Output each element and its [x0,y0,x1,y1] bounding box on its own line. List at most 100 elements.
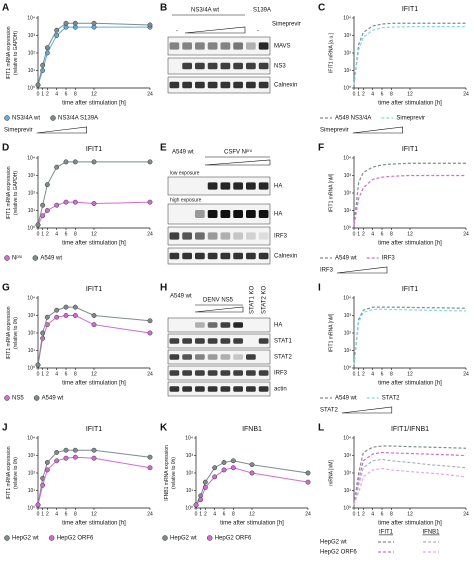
y-tick-label: 10⁰ [343,505,351,511]
band [220,81,231,89]
x-axis-label: time after stimulation [h] [62,101,126,107]
band [246,182,256,190]
blot-background [167,333,271,349]
band [207,322,218,328]
blot-row-label: IRF3 [274,371,288,377]
x-tick-label: 2 [362,231,365,237]
band [220,386,231,392]
data-point [230,465,236,471]
data-point [147,22,153,28]
data-point [147,159,153,165]
blot-background [167,349,271,365]
data-point [54,458,60,464]
band [195,386,205,392]
chart-panel: D IFIT1 IFIT1 mRNA expression (relative to … [2,143,153,262]
data-point [54,202,60,208]
blot-background [167,381,271,397]
series-line [37,22,151,86]
y-tick-label: 10⁴ [27,15,35,21]
y-tick-label: 10⁴ [27,435,35,441]
legend-label: Nᵖʳᵒ [12,255,23,262]
y-tick-label: 10² [28,190,36,196]
band [207,370,218,376]
band [195,42,205,50]
data-point [63,199,69,205]
y-tick-label: 10² [344,50,352,56]
data-point [202,479,208,485]
data-point [72,20,78,26]
data-point [212,474,218,480]
x-tick-label: 12 [407,91,413,97]
x-tick-label: 1 [357,371,360,377]
series-line [353,174,466,226]
y-tick-label: 10⁴ [27,155,35,161]
x-tick-label: 24 [463,511,469,517]
x-axis-label: time after stimulation [h] [220,521,284,527]
series-line [353,467,467,506]
x-tick-label: 8 [74,91,77,97]
band [220,182,231,190]
x-tick-label: 4 [371,511,374,517]
x-tick-label: 1 [41,91,44,97]
band [195,210,205,218]
y-tick-label: 10² [28,330,36,336]
y-tick-label: 10³ [28,33,36,39]
data-point [72,304,78,310]
data-point [44,208,50,213]
x-tick-label: 24 [147,231,153,237]
x-tick-label: 2 [362,371,365,377]
band [182,252,192,260]
y-tick-label: 10¹ [28,208,36,214]
legend-swatch [33,395,40,401]
y-tick-label: 10² [186,470,194,476]
band [220,62,231,70]
blot-group: S139A [253,8,271,14]
x-tick-label: 6 [65,511,68,517]
y-tick-label: 10⁰ [343,85,351,91]
blot-row-label: MAVS [274,44,291,50]
band [233,322,243,328]
chart-panel: A IFIT1 mRNA expression (relative to GAPDH… [2,3,153,134]
blot-row-label: STAT2 [274,355,292,361]
chart-panel: K IFNB1 IFNB1 mRNA expression (relative to … [160,423,311,542]
legend-label: A549 wt [40,256,62,262]
band [207,232,218,240]
band [258,252,269,260]
series-line [37,26,150,86]
x-tick-label: 6 [381,231,384,237]
band [182,62,192,70]
legend-label: HepG2 ORF6 [57,536,94,542]
band [207,386,218,392]
blot-group: STAT1 KO [250,286,256,314]
x-tick-label: 6 [65,371,68,377]
legend-label: A549 wt [42,396,64,402]
x-tick-label: 0 [37,91,40,97]
data-point [54,314,60,320]
panel-letter: B [160,3,167,14]
x-tick-label: 12 [91,371,97,377]
x-tick-label: 0 [353,231,356,237]
blot-strip [167,365,271,381]
legend-label: NS3/4A S139A [58,116,98,122]
band [207,81,218,89]
y-tick-label: 10⁰ [27,365,35,371]
x-tick-label: 1 [357,91,360,97]
legend-swatch [48,535,55,541]
band [246,370,256,376]
x-tick-label: 12 [91,231,97,237]
x-tick-label: 4 [55,231,58,237]
y-tick-label: 10⁰ [343,225,351,231]
band [182,386,192,392]
band [195,81,205,89]
x-axis-label: time after stimulation [h] [378,521,442,527]
chart-title: IFIT1/IFNB1 [391,426,429,433]
y-axis-label: IFIT1 mRNA expression [6,306,12,359]
y-tick-label: 10³ [344,453,352,459]
band [195,370,205,376]
x-tick-label: 4 [371,371,374,377]
band [258,42,269,50]
x-tick-label: 2 [46,231,49,237]
blot-row-label: Calnexin [274,254,297,260]
